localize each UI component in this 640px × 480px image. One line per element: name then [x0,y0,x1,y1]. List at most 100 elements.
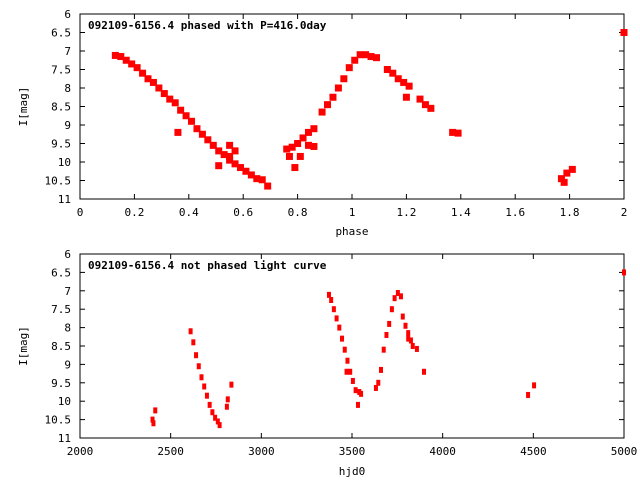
data-point [122,56,130,64]
data-point [373,384,378,391]
y-tick-label: 8 [64,322,71,335]
data-point [400,78,408,86]
data-point [414,345,419,352]
data-point [362,51,370,59]
data-point [210,409,215,416]
data-point [318,108,326,116]
data-point [139,69,147,77]
chart-title: 092109-6156.4 phased with P=416.0day [88,19,327,32]
data-point [526,391,531,398]
data-point [226,152,234,160]
data-point [283,145,291,153]
x-tick-label: 4000 [429,445,456,458]
data-point [403,322,408,329]
data-point [351,56,359,64]
x-tick-label: 1.4 [451,206,471,219]
plot-frame-0 [79,13,625,200]
x-tick-label: 0.8 [288,206,308,219]
data-point [133,64,141,72]
data-point [620,29,628,36]
data-point [334,84,342,92]
data-point [253,175,261,183]
x-tick-label: 3000 [248,445,275,458]
data-point [215,147,223,155]
y-tick-label: 11 [58,432,71,445]
x-tick-label: 5000 [611,445,638,458]
data-point [188,328,193,335]
data-point [376,379,381,386]
y-tick-label: 7.5 [51,64,71,77]
data-point [563,169,571,177]
data-point [226,156,234,164]
data-point [372,54,380,62]
data-point [304,141,312,149]
data-point [236,164,244,172]
data-point [532,382,537,389]
x-tick-label: 1.6 [505,206,525,219]
x-tick-label: 2000 [67,445,94,458]
data-point [560,178,568,186]
data-point [171,99,179,107]
y-tick-label: 9.5 [51,138,71,151]
data-point [421,101,429,109]
data-point [406,335,411,342]
data-point [350,377,355,384]
data-point [182,112,190,120]
data-point [454,129,462,137]
data-point [215,418,220,425]
data-point [193,125,201,133]
data-point [304,128,312,136]
data-point [198,130,206,138]
y-tick-label: 10 [58,395,71,408]
data-point [150,416,155,423]
data-point [408,337,413,344]
data-point [353,387,358,394]
y-tick-label: 6.5 [51,266,71,279]
data-point [144,75,152,83]
data-point [258,176,266,184]
x-tick-label: 4500 [520,445,547,458]
plot-frame-1 [79,253,625,439]
data-point [395,290,400,297]
data-point [400,313,405,320]
y-tick-label: 9.5 [51,377,71,390]
data-point [160,90,168,98]
data-point [329,93,337,101]
data-point [204,136,212,144]
data-point [329,297,334,303]
data-point [383,66,391,73]
data-point [217,422,222,429]
data-point [379,366,384,373]
y-tick-label: 11 [58,193,71,206]
data-point [299,134,307,142]
data-point [151,420,156,427]
data-point [199,374,204,381]
data-point [398,293,403,300]
x-tick-label: 0.4 [179,206,199,219]
data-point [557,175,565,183]
y-tick-label: 8.5 [51,101,71,114]
data-point [224,403,229,410]
y-tick-label: 7 [64,45,71,58]
chart-title: 092109-6156.4 not phased light curve [88,259,327,272]
y-tick-label: 7.5 [51,303,71,316]
y-tick-label: 9 [64,119,71,132]
data-point [177,106,185,114]
data-point [291,164,299,172]
data-point [117,53,125,61]
data-point [326,291,331,298]
x-tick-label: 0.2 [124,206,144,219]
data-point [356,51,364,59]
data-point [392,295,397,302]
data-point [149,78,157,86]
data-point [209,141,217,149]
y-tick-label: 7 [64,285,71,298]
data-point [285,152,293,160]
data-point [310,142,318,150]
data-point [421,368,426,375]
data-point [337,324,342,331]
data-point [334,315,339,322]
data-point [229,381,234,388]
data-point [410,343,415,349]
